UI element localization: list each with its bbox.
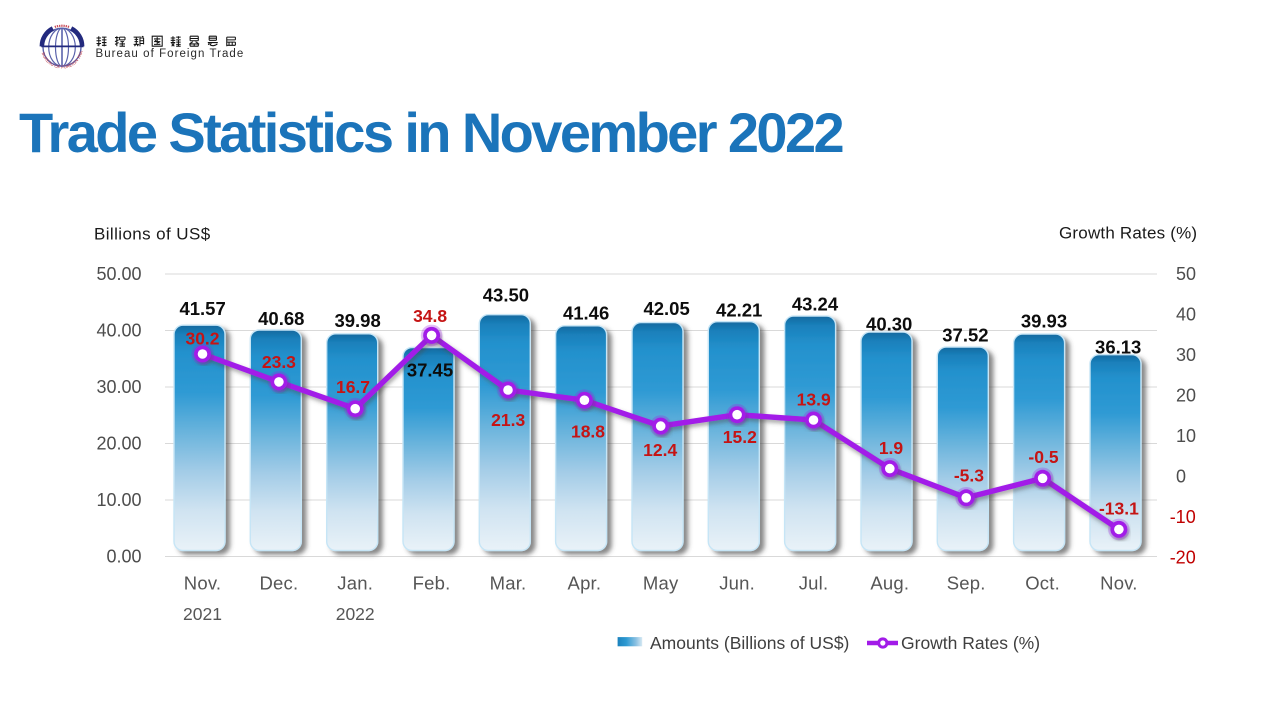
svg-text:Apr.: Apr.	[568, 573, 602, 594]
svg-text:39.98: 39.98	[334, 310, 380, 331]
svg-text:0: 0	[1176, 466, 1186, 486]
svg-text:Mar.: Mar.	[490, 573, 527, 594]
svg-text:Nov.: Nov.	[184, 573, 221, 594]
svg-text:Billions of US$: Billions of US$	[94, 224, 211, 243]
svg-text:Amounts (Billions of US$): Amounts (Billions of US$)	[650, 633, 849, 653]
svg-text:30.00: 30.00	[96, 377, 141, 397]
svg-text:Jan.: Jan.	[337, 573, 373, 594]
svg-text:36.13: 36.13	[1095, 336, 1141, 357]
svg-text:40.30: 40.30	[866, 314, 912, 335]
svg-text:Oct.: Oct.	[1025, 573, 1060, 594]
svg-text:41.57: 41.57	[179, 298, 225, 319]
svg-text:37.52: 37.52	[942, 324, 988, 345]
svg-text:-5.3: -5.3	[954, 466, 984, 486]
svg-text:Dec.: Dec.	[259, 573, 298, 594]
svg-text:39.93: 39.93	[1021, 311, 1067, 332]
svg-text:Growth Rates (%): Growth Rates (%)	[1059, 223, 1197, 242]
svg-text:Aug.: Aug.	[870, 573, 909, 594]
svg-text:May: May	[643, 573, 679, 594]
svg-text:Jun.: Jun.	[719, 573, 755, 594]
svg-text:34.8: 34.8	[413, 306, 447, 326]
svg-text:43.24: 43.24	[792, 293, 839, 314]
svg-text:-0.5: -0.5	[1028, 447, 1058, 467]
svg-text:50.00: 50.00	[96, 264, 141, 284]
svg-text:20: 20	[1176, 385, 1196, 405]
svg-text:41.46: 41.46	[563, 303, 609, 324]
svg-text:2022: 2022	[336, 604, 375, 624]
svg-text:Feb.: Feb.	[413, 573, 451, 594]
svg-text:42.05: 42.05	[643, 298, 689, 319]
svg-text:21.3: 21.3	[491, 410, 525, 430]
svg-text:Growth Rates (%): Growth Rates (%)	[901, 633, 1040, 653]
svg-text:43.50: 43.50	[483, 285, 529, 306]
svg-text:-13.1: -13.1	[1099, 498, 1139, 518]
svg-text:30: 30	[1176, 345, 1196, 365]
svg-text:2021: 2021	[183, 604, 222, 624]
svg-text:13.9: 13.9	[797, 389, 831, 409]
svg-text:30.2: 30.2	[185, 328, 219, 348]
svg-text:40.68: 40.68	[258, 308, 304, 329]
svg-text:16.7: 16.7	[336, 377, 370, 397]
svg-text:18.8: 18.8	[571, 422, 605, 442]
svg-text:23.3: 23.3	[262, 352, 296, 372]
svg-text:-10: -10	[1170, 507, 1196, 527]
svg-text:12.4: 12.4	[643, 440, 677, 460]
svg-text:1.9: 1.9	[879, 438, 904, 458]
svg-text:40.00: 40.00	[96, 321, 141, 341]
svg-text:37.45: 37.45	[407, 360, 453, 381]
svg-text:42.21: 42.21	[716, 300, 762, 321]
svg-text:50: 50	[1176, 264, 1196, 284]
svg-text:-20: -20	[1170, 547, 1196, 567]
svg-text:Nov.: Nov.	[1100, 573, 1137, 594]
svg-text:0.00: 0.00	[106, 547, 141, 567]
svg-text:40: 40	[1176, 304, 1196, 324]
svg-text:20.00: 20.00	[96, 434, 141, 454]
svg-text:10: 10	[1176, 426, 1196, 446]
svg-text:Jul.: Jul.	[799, 573, 829, 594]
svg-text:15.2: 15.2	[723, 427, 757, 447]
svg-text:Sep.: Sep.	[947, 573, 986, 594]
svg-text:10.00: 10.00	[96, 490, 141, 510]
